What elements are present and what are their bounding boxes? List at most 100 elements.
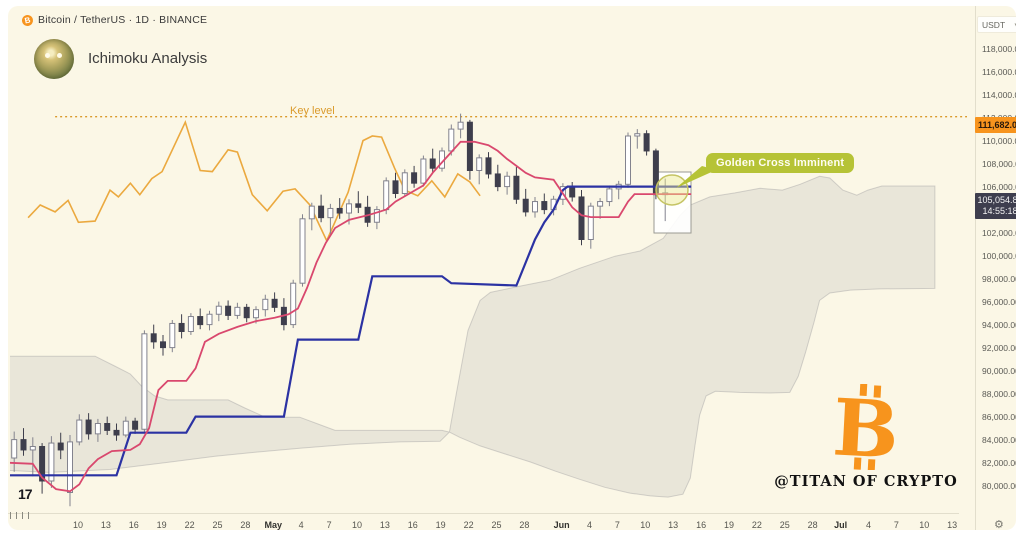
time-axis-label: 25	[779, 520, 790, 530]
price-axis-label: 100,000.00	[982, 251, 1016, 261]
bar-countdown: 14:55:18	[982, 206, 1016, 216]
candle-body	[476, 157, 483, 172]
watermark: B @TITAN OF CRYPTO	[756, 382, 976, 490]
price-axis-label: 86,000.00	[982, 412, 1016, 422]
price-axis-label: 106,000.00	[982, 182, 1016, 192]
candle-body	[178, 322, 185, 333]
price-axis-label: 110,000.00	[982, 136, 1016, 146]
golden-cross-highlight	[655, 174, 689, 206]
price-axis-label: 116,000.00	[982, 67, 1016, 77]
time-axis-label: 25	[491, 520, 502, 530]
chart-card: B Bitcoin / TetherUS · 1D · BINANCE Ichi…	[8, 6, 1016, 530]
currency-label: USDT	[982, 19, 1006, 30]
candle-body	[94, 423, 101, 435]
candle-body	[597, 201, 604, 207]
time-axis-label: 25	[212, 520, 223, 530]
candle-body	[411, 172, 418, 184]
time-axis-label: 22	[751, 520, 762, 530]
time-axis-label: 22	[463, 520, 474, 530]
candle-body	[150, 333, 157, 343]
last-price-value: 105,054.81	[977, 195, 1016, 205]
candle-body	[234, 306, 241, 316]
page-title: Ichimoku Analysis	[88, 50, 208, 67]
symbol-title[interactable]: Bitcoin / TetherUS · 1D · BINANCE	[38, 14, 208, 26]
time-axis-label: 28	[807, 520, 818, 530]
candle-body	[494, 173, 501, 188]
time-axis-label: 16	[407, 520, 418, 530]
gear-icon[interactable]: ⚙	[994, 519, 1004, 530]
kijun-line	[10, 185, 692, 477]
candle-body	[327, 207, 334, 219]
candle-body	[346, 203, 352, 214]
price-axis[interactable]: 118,000.00116,000.00114,000.00112,000.00…	[975, 6, 1016, 530]
candle-body	[541, 201, 548, 211]
candle-body	[85, 419, 92, 435]
key-level-label: Key level	[290, 105, 335, 117]
candle-body	[448, 128, 455, 152]
candle-body	[485, 157, 492, 175]
bitcoin-icon: B	[20, 13, 35, 27]
chart-canvas[interactable]	[8, 6, 1016, 530]
candle-body	[299, 218, 306, 284]
time-axis-label: 13	[668, 520, 679, 530]
time-axis-label: 16	[696, 520, 707, 530]
time-axis-label: 13	[100, 520, 111, 530]
candle-body	[522, 198, 529, 213]
time-axis-label: 13	[947, 520, 958, 530]
golden-cross-callout: Golden Cross Imminent	[706, 153, 855, 173]
candle-body	[215, 305, 222, 315]
candle-body	[67, 441, 73, 493]
candle-body	[225, 305, 232, 316]
candle-body	[336, 207, 343, 214]
time-axis-label: 13	[379, 520, 390, 530]
time-axis-label: 10	[919, 520, 930, 530]
price-axis-label: 92,000.00	[982, 343, 1016, 353]
corner-mark: 17	[18, 486, 33, 502]
chikou-span-line	[27, 119, 481, 243]
time-axis-label: 28	[240, 520, 251, 530]
chevron-down-icon: ▾	[1014, 21, 1016, 29]
time-axis-label: May	[264, 520, 283, 530]
bitcoin-logo: B	[831, 382, 902, 476]
candle-body	[262, 298, 269, 311]
candle-body	[383, 180, 390, 211]
time-axis[interactable]: 10 13 16 19 22 25 28 May 4 7 10 13 16 19 22 25 28 Jun 4 7 10…	[8, 513, 959, 530]
price-axis-label: 96,000.00	[982, 297, 1016, 307]
time-axis-label: 16	[128, 520, 139, 530]
time-axis-label: 19	[723, 520, 735, 530]
candle-body	[169, 322, 176, 349]
candle-body	[606, 188, 613, 203]
price-axis-label: 88,000.00	[982, 389, 1016, 399]
candle-body	[457, 121, 464, 130]
chart-header: B Bitcoin / TetherUS · 1D · BINANCE	[20, 13, 208, 27]
candle-body	[504, 175, 511, 188]
candle-body	[39, 446, 46, 482]
candle-body	[11, 439, 18, 459]
currency-selector[interactable]: USDT ▾	[977, 16, 1016, 33]
candle-body	[569, 186, 576, 198]
candle-body	[113, 429, 120, 436]
candle-body	[206, 313, 213, 326]
price-axis-label: 90,000.00	[982, 366, 1016, 376]
candle-body	[48, 442, 55, 482]
candle-body	[57, 442, 64, 451]
time-axis-label: 7	[614, 520, 620, 530]
key-level-price-tag: 111,682.00	[975, 117, 1016, 133]
candle-body	[513, 175, 520, 200]
candle-body	[160, 341, 166, 349]
candle-body	[373, 209, 380, 223]
candle-body	[104, 423, 111, 431]
price-axis-label: 84,000.00	[982, 435, 1016, 445]
candle-body	[318, 205, 325, 219]
price-axis-label: 94,000.00	[982, 320, 1016, 330]
candle-body	[355, 203, 362, 208]
price-axis-label: 102,000.00	[982, 228, 1016, 238]
price-axis-label: 80,000.00	[982, 481, 1016, 491]
candle-body	[29, 446, 36, 451]
watermark-handle: @TITAN OF CRYPTO	[774, 473, 958, 490]
candle-body	[253, 309, 259, 319]
time-axis-label: 4	[586, 520, 593, 530]
callout-tail	[676, 166, 716, 188]
candle-body	[643, 133, 650, 152]
